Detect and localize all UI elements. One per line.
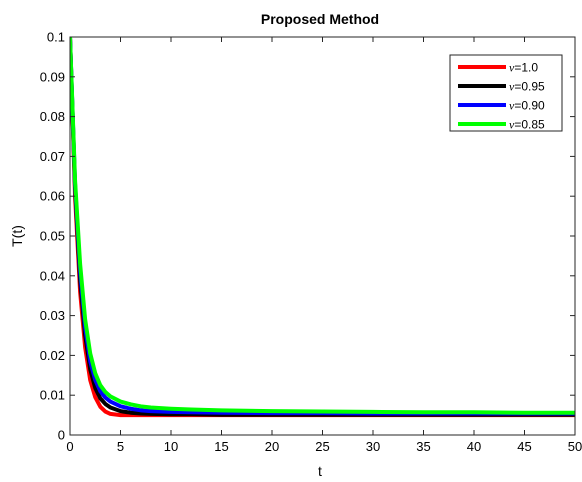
x-tick-label: 20 [265, 439, 279, 454]
legend-label: ν=1.0 [509, 61, 538, 75]
x-tick-label: 15 [214, 439, 228, 454]
y-tick-label: 0.1 [47, 30, 65, 45]
y-axis-label: T(t) [9, 225, 25, 247]
y-tick-label: 0.02 [40, 348, 65, 363]
x-tick-label: 5 [117, 439, 124, 454]
x-tick-label: 50 [568, 439, 582, 454]
x-tick-label: 40 [467, 439, 481, 454]
x-tick-label: 45 [517, 439, 531, 454]
x-tick-label: 25 [315, 439, 329, 454]
series-line-4 [70, 37, 575, 415]
y-tick-label: 0.04 [40, 268, 65, 283]
y-tick-label: 0.05 [40, 229, 65, 244]
chart-title: Proposed Method [261, 11, 379, 27]
y-tick-label: 0.06 [40, 189, 65, 204]
y-tick-label: 0 [58, 428, 65, 443]
x-tick-label: 30 [366, 439, 380, 454]
x-axis-label: t [318, 463, 322, 479]
y-tick-label: 0.09 [40, 69, 65, 84]
axes: 0 5 10 15 20 25 30 35 40 45 50 0 0.01 0.02 0.03 0.04 0.0… [40, 30, 582, 455]
y-tick-label: 0.01 [40, 388, 65, 403]
legend-label: ν=0.95 [509, 80, 545, 94]
legend-label: ν=0.90 [509, 99, 545, 113]
legend: ν=1.0 ν=0.95 ν=0.90 ν=0.85 [449, 54, 563, 132]
legend-label: ν=0.85 [509, 118, 545, 132]
x-tick-label: 35 [416, 439, 430, 454]
x-tick-label: 10 [164, 439, 178, 454]
y-tick-label: 0.07 [40, 149, 65, 164]
y-tick-label: 0.08 [40, 109, 65, 124]
y-tick-label: 0.03 [40, 308, 65, 323]
x-tick-label: 0 [66, 439, 73, 454]
